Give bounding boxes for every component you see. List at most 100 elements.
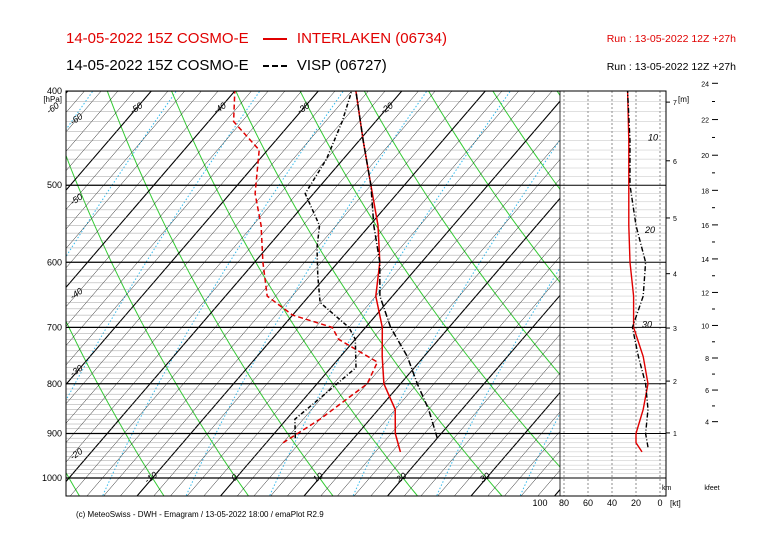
kfeet-tick-label: 6 <box>705 388 709 395</box>
isotherm-line <box>0 69 36 498</box>
visp-dewpoint-line <box>294 91 357 439</box>
km-tick-label: 6 <box>673 159 677 166</box>
kfeet-tick-label: 16 <box>701 223 709 230</box>
isotherm-line <box>403 314 560 496</box>
interlaken-header: 14-05-2022 15Z COSMO-E INTERLAKEN (06734… <box>66 30 447 47</box>
isotherm-line <box>420 333 560 496</box>
isotherm-line <box>66 91 135 172</box>
isotherm-line <box>287 178 560 496</box>
pressure-tick-label: 800 <box>47 379 62 389</box>
isotherm-line <box>470 391 560 496</box>
visp-station-label: VISP (06727) <box>296 57 387 74</box>
isotherm-line <box>0 69 3 498</box>
isotherm-line <box>236 120 560 496</box>
pressure-tick-label: 900 <box>47 429 62 439</box>
isotherm-line <box>320 217 560 496</box>
pressure-tick-label: 1000 <box>42 473 62 483</box>
km-tick-label: 2 <box>673 379 677 386</box>
interlaken-station-label: INTERLAKEN (06734) <box>296 30 447 47</box>
temperature-tick-label: 30 <box>478 471 492 485</box>
visp-wind-speed-line <box>626 91 649 448</box>
isotherm-line <box>0 69 53 498</box>
temperature-tick-label: 10 <box>311 471 325 485</box>
wind-profile-label: 20 <box>644 225 655 235</box>
footer-credit: (c) MeteoSwiss - DWH - Emagram / 13-05-2… <box>76 510 324 519</box>
isotherm-line <box>66 91 202 249</box>
wind-speed-tick-label: 20 <box>631 498 641 508</box>
wind-profiles <box>626 91 649 453</box>
wind-profile-label: 30 <box>642 319 652 329</box>
kfeet-tick-label: 12 <box>701 290 709 297</box>
kfeet-tick-label: 18 <box>701 188 709 195</box>
isotherm-line <box>370 275 560 496</box>
wind-speed-tick-label: 80 <box>559 498 569 508</box>
kfeet-tick-label: 20 <box>701 153 709 160</box>
isotherm-line <box>66 91 153 192</box>
km-label: km <box>662 485 672 492</box>
kfeet-label: kfeet <box>704 485 719 492</box>
temperature-tick-label: 20 <box>393 471 408 486</box>
isotherm-line <box>270 159 560 496</box>
visp-model-label: 14-05-2022 15Z COSMO-E <box>66 57 249 74</box>
isotherm-line <box>69 91 419 496</box>
pressure-unit-label: [hPa] <box>43 95 62 104</box>
interlaken-temperature-line <box>355 91 402 453</box>
isotherm-line <box>386 294 560 496</box>
pressure-tick-label: 700 <box>47 322 62 332</box>
isotherm-line <box>337 236 560 496</box>
visp-run-label: Run : 13-05-2022 12Z +27h <box>606 61 736 73</box>
sounding-profiles <box>232 91 439 453</box>
isotherm-line <box>66 91 369 443</box>
isotherm-line <box>66 91 252 308</box>
visp-temperature-line <box>355 91 439 439</box>
interlaken-model-label: 14-05-2022 15Z COSMO-E <box>66 30 249 47</box>
isotherm-line <box>553 488 560 496</box>
isotherm-label-left: -50 <box>68 192 84 208</box>
isotherm-line <box>437 353 560 496</box>
km-tick-label: 5 <box>673 216 677 223</box>
wind-speed-unit-label: [kt] <box>670 499 681 508</box>
isotherm-line <box>219 100 560 496</box>
emagram-grid <box>0 69 766 498</box>
isotherm-label-left: -20 <box>68 446 84 462</box>
dry-adiabat-line <box>677 80 766 498</box>
isotherm-line <box>203 91 553 496</box>
isotherm-line <box>487 411 560 496</box>
isotherm-line <box>353 256 560 496</box>
wind-speed-tick-label: 40 <box>607 498 617 508</box>
kfeet-tick-label: 24 <box>701 81 709 88</box>
isotherm-line <box>66 91 403 483</box>
pressure-tick-label: 600 <box>47 257 62 267</box>
interlaken-wind-speed-line <box>626 91 649 453</box>
km-unit-label: [m] <box>678 95 689 104</box>
isotherm-line <box>454 372 560 496</box>
isotherm-line <box>170 91 520 496</box>
visp-legend-line-icon <box>262 65 287 68</box>
wind-speed-tick-label: 100 <box>532 498 547 508</box>
pressure-tick-label: 400 <box>47 86 62 96</box>
interlaken-run-label: Run : 13-05-2022 12Z +27h <box>606 33 736 45</box>
visp-header: 14-05-2022 15Z COSMO-E VISP (06727) <box>66 57 387 74</box>
km-tick-label: 7 <box>673 100 677 107</box>
temperature-tick-label: 0 <box>229 472 239 483</box>
wind-panel-grid <box>560 91 666 496</box>
isotherm-line <box>66 91 169 210</box>
km-tick-label: 4 <box>673 272 677 279</box>
kfeet-tick-label: 14 <box>701 257 709 264</box>
wind-speed-tick-label: 0 <box>657 498 662 508</box>
kfeet-tick-label: 4 <box>705 420 709 427</box>
isotherm-line <box>66 91 186 230</box>
kfeet-tick-label: 22 <box>701 118 709 125</box>
wind-profile-label: 10 <box>648 133 658 143</box>
km-tick-label: 1 <box>673 431 677 438</box>
isotherm-line <box>120 91 469 496</box>
isotherm-line <box>66 91 219 269</box>
kfeet-tick-label: 10 <box>701 323 709 330</box>
isotherm-line <box>504 431 560 496</box>
isotherm-line <box>0 69 20 498</box>
wind-speed-tick-label: 60 <box>583 498 593 508</box>
pressure-tick-label: 500 <box>47 180 62 190</box>
